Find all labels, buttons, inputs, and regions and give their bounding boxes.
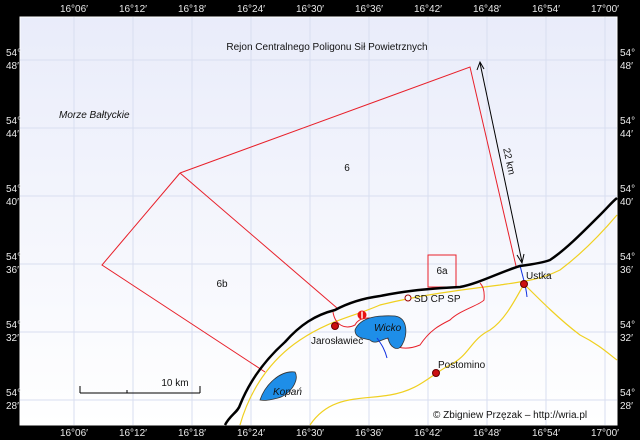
longitude-tick-top: 16°06′ — [60, 4, 88, 15]
longitude-tick-top: 16°54′ — [532, 4, 560, 15]
scale-bar — [79, 386, 201, 394]
longitude-tick-top: 16°48′ — [473, 4, 501, 15]
latitude-tick-left: 32′ — [6, 333, 19, 344]
latitude-tick-left: 54° — [6, 252, 21, 263]
latitude-tick-left: 54° — [6, 320, 21, 331]
map-title: Rejon Centralnego Poligonu Sił Powietrzn… — [226, 42, 427, 53]
latitude-tick-right: 54° — [620, 388, 635, 399]
latitude-tick-right: 36′ — [620, 265, 633, 276]
lake-kopan — [259, 371, 297, 401]
place-jaroslawiec: Jarosławiec — [311, 336, 363, 347]
latitude-tick-right: 40′ — [620, 197, 633, 208]
longitude-tick-bottom: 16°18′ — [178, 428, 206, 439]
scale-label: 10 km — [161, 378, 188, 389]
latitude-tick-left: 48′ — [6, 61, 19, 72]
station-marker[interactable] — [404, 294, 412, 302]
longitude-tick-bottom: 16°54′ — [532, 428, 560, 439]
warning-icon-mark — [361, 311, 363, 319]
lake-wicko — [354, 315, 407, 349]
lake-wicko-label: Wicko — [374, 323, 402, 334]
longitude-tick-bottom: 16°30′ — [296, 428, 324, 439]
town-marker-ustka[interactable] — [520, 280, 528, 288]
latitude-tick-left: 54° — [6, 48, 21, 59]
latitude-tick-right: 28′ — [620, 401, 633, 412]
latitude-tick-left: 54° — [6, 184, 21, 195]
river — [376, 337, 388, 359]
latitude-tick-left: 44′ — [6, 129, 19, 140]
longitude-tick-top: 16°30′ — [296, 4, 324, 15]
zone-borders — [101, 66, 517, 373]
latitude-tick-right: 44′ — [620, 129, 633, 140]
longitude-tick-bottom: 16°24′ — [237, 428, 265, 439]
sea-label: Morze Bałtyckie — [59, 110, 130, 121]
latitude-tick-left: 54° — [6, 116, 21, 127]
latitude-tick-left: 40′ — [6, 197, 19, 208]
coastline — [223, 197, 618, 426]
latitude-tick-right: 48′ — [620, 61, 633, 72]
place-ustka: Ustka — [526, 271, 552, 282]
latitude-tick-left: 28′ — [6, 401, 19, 412]
latitude-tick-left: 36′ — [6, 265, 19, 276]
copyright: © Zbigniew Przęzak – http://wria.pl — [433, 410, 587, 421]
zone-6a-label: 6a — [436, 266, 448, 277]
latitude-tick-right: 54° — [620, 48, 635, 59]
latitude-tick-right: 54° — [620, 116, 635, 127]
longitude-tick-top: 16°18′ — [178, 4, 206, 15]
town-marker-postomino[interactable] — [432, 369, 440, 377]
latitude-tick-left: 54° — [6, 388, 21, 399]
longitude-tick-bottom: 16°36′ — [355, 428, 383, 439]
longitude-tick-bottom: 16°48′ — [473, 428, 501, 439]
longitude-tick-top: 17°00′ — [591, 4, 619, 15]
longitude-tick-bottom: 17°00′ — [591, 428, 619, 439]
longitude-tick-top: 16°12′ — [119, 4, 147, 15]
longitude-tick-top: 16°24′ — [237, 4, 265, 15]
map-area — [19, 16, 618, 426]
latitude-tick-right: 54° — [620, 252, 635, 263]
longitude-tick-top: 16°42′ — [414, 4, 442, 15]
place-postomino: Postomino — [438, 360, 486, 371]
latitude-tick-right: 54° — [620, 184, 635, 195]
zone-6b-label: 6b — [216, 279, 228, 290]
longitude-tick-top: 16°36′ — [355, 4, 383, 15]
roads — [239, 214, 618, 426]
latitude-tick-right: 54° — [620, 320, 635, 331]
longitude-tick-bottom: 16°06′ — [60, 428, 88, 439]
latitude-tick-right: 32′ — [620, 333, 633, 344]
place-sdcpsp: SD CP SP — [414, 294, 461, 305]
distance-arrow — [476, 60, 525, 265]
town-marker-jaroslawiec[interactable] — [331, 322, 339, 330]
zone-6-label: 6 — [344, 163, 350, 174]
lake-kopan-label: Kopań — [273, 387, 302, 398]
axis-ticks: 16°06′ 16°06′ 16°12′ 16°12′ 16°18′ 16°18′ 16°2… — [6, 4, 635, 439]
longitude-tick-bottom: 16°12′ — [119, 428, 147, 439]
graticule — [20, 17, 617, 425]
longitude-tick-bottom: 16°42′ — [414, 428, 442, 439]
